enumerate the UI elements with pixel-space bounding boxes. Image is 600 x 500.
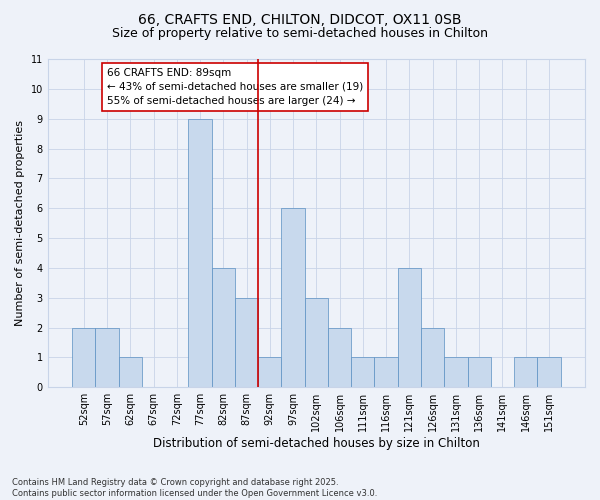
Bar <box>188 118 212 388</box>
Text: Contains HM Land Registry data © Crown copyright and database right 2025.
Contai: Contains HM Land Registry data © Crown c… <box>12 478 377 498</box>
Bar <box>444 358 467 388</box>
Bar <box>72 328 95 388</box>
Bar <box>281 208 305 388</box>
Bar <box>398 268 421 388</box>
Bar <box>235 298 258 388</box>
Bar <box>467 358 491 388</box>
X-axis label: Distribution of semi-detached houses by size in Chilton: Distribution of semi-detached houses by … <box>153 437 480 450</box>
Text: Size of property relative to semi-detached houses in Chilton: Size of property relative to semi-detach… <box>112 28 488 40</box>
Bar <box>328 328 351 388</box>
Bar <box>258 358 281 388</box>
Text: 66, CRAFTS END, CHILTON, DIDCOT, OX11 0SB: 66, CRAFTS END, CHILTON, DIDCOT, OX11 0S… <box>138 12 462 26</box>
Bar <box>374 358 398 388</box>
Bar <box>514 358 538 388</box>
Bar <box>538 358 560 388</box>
Bar <box>95 328 119 388</box>
Bar <box>212 268 235 388</box>
Y-axis label: Number of semi-detached properties: Number of semi-detached properties <box>15 120 25 326</box>
Text: 66 CRAFTS END: 89sqm
← 43% of semi-detached houses are smaller (19)
55% of semi-: 66 CRAFTS END: 89sqm ← 43% of semi-detac… <box>107 68 363 106</box>
Bar <box>421 328 444 388</box>
Bar <box>119 358 142 388</box>
Bar <box>351 358 374 388</box>
Bar <box>305 298 328 388</box>
